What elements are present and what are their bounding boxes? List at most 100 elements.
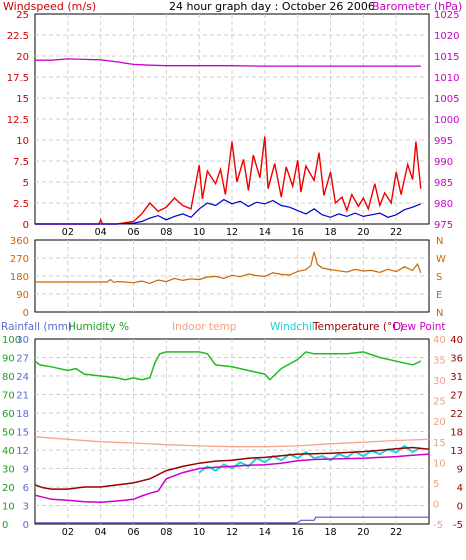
p3-x-tick-label: 22 (390, 527, 402, 538)
p3-temp-tick-label-a: 25 (433, 397, 446, 408)
p1-right-tick-label: 975 (434, 220, 453, 231)
p1-left-tick-label: 12.5 (7, 115, 29, 126)
legend-rainfall: Rainfall (mm) (1, 321, 72, 333)
p1-left-tick-label: 25 (16, 10, 29, 21)
p3-temp-tick-label-b: 18 (450, 428, 463, 439)
p3-temp-tick-label-a: 30 (433, 376, 446, 387)
p3-humidity-tick-label: 80 (2, 372, 15, 383)
legend-humidity: Humidity % (68, 321, 129, 333)
p1-x-tick-label: 02 (62, 227, 74, 238)
p3-temp-tick-label-b: 22 (450, 409, 463, 420)
p2-compass-label: S (436, 272, 442, 283)
p1-right-tick-label: 1025 (434, 10, 459, 21)
p3-temp-tick-label-a: 40 (433, 335, 446, 346)
p1-right-tick-label: 1020 (434, 31, 459, 42)
p2-left-tick-label: 180 (10, 272, 29, 283)
legend-dew-point: Dew Point (393, 321, 446, 333)
p3-temp-tick-label-b: 36 (450, 354, 463, 365)
p3-x-tick-label: 18 (324, 527, 336, 538)
p1-left-tick-label: 20 (16, 52, 29, 63)
p3-x-tick-label: 08 (160, 527, 172, 538)
p2-compass-label: N (436, 308, 443, 319)
p3-humidity-tick-label: 40 (2, 446, 15, 457)
p3-x-tick-label: 12 (226, 527, 238, 538)
p3-temp-tick-label-b: -5 (453, 520, 463, 531)
p3-humidity-tick-label: 10 (2, 502, 15, 513)
p1-x-tick-label: 10 (193, 227, 205, 238)
p1-x-tick-label: 04 (95, 227, 107, 238)
p1-left-tick-label: 0 (23, 220, 29, 231)
p3-temp-tick-label-b: 0 (457, 502, 463, 513)
p1-x-tick-label: 08 (160, 227, 172, 238)
p3-temp-tick-label-b: 27 (450, 391, 463, 402)
p3-rainfall-tick-label: 6 (23, 483, 29, 494)
p1-x-tick-label: 20 (357, 227, 369, 238)
p1-x-tick-label: 12 (226, 227, 238, 238)
p3-temp-tick-label-b: 31 (450, 372, 463, 383)
p3-x-tick-label: 20 (357, 527, 369, 538)
p2-left-tick-label: 270 (10, 254, 29, 265)
p3-humidity-tick-label: 90 (2, 354, 15, 365)
p3-humidity-tick-label: 30 (2, 465, 15, 476)
p3-rainfall-tick-label: 27 (16, 354, 29, 365)
p1-right-tick-label: 1005 (434, 94, 459, 105)
p3-rainfall-tick-label: 21 (16, 391, 29, 402)
p1-right-tick-label: 1015 (434, 52, 459, 63)
p1-right-tick-label: 1010 (434, 73, 459, 84)
p3-humidity-tick-label: 0 (2, 520, 8, 531)
p1-right-tick-label: 985 (434, 178, 453, 189)
legend-windchill: Windchill (270, 321, 318, 333)
p3-humidity-tick-label: 60 (2, 409, 15, 420)
p3-rainfall-tick-label: 12 (16, 446, 29, 457)
p3-x-tick-label: 16 (292, 527, 304, 538)
p1-left-tick-label: 17.5 (7, 73, 29, 84)
p3-humidity-tick-label: 50 (2, 428, 15, 439)
p3-temp-tick-label-b: 4 (457, 483, 463, 494)
p2-compass-label: W (436, 254, 446, 265)
p2-left-tick-label: 0 (23, 308, 29, 319)
p3-humidity-tick-label: 20 (2, 483, 15, 494)
p3-temp-tick-label-a: -5 (433, 520, 443, 531)
p1-right-tick-label: 980 (434, 199, 453, 210)
p1-x-tick-label: 16 (292, 227, 304, 238)
p3-temp-tick-label-b: 9 (457, 465, 463, 476)
p3-temp-tick-label-b: 13 (450, 446, 463, 457)
p3-rainfall-tick-label: 24 (16, 372, 29, 383)
p3-humidity-tick-label: 70 (2, 391, 15, 402)
p3-rainfall-tick-label: 3 (23, 502, 29, 513)
p1-left-tick-label: 15 (16, 94, 29, 105)
p1-x-tick-label: 22 (390, 227, 402, 238)
legend-temperature: Temperature (°C) (312, 321, 404, 333)
p3-rainfall-tick-label: 9 (23, 465, 29, 476)
p1-x-tick-label: 14 (259, 227, 271, 238)
p2-compass-label: E (436, 290, 442, 301)
p1-x-tick-label: 06 (127, 227, 139, 238)
p1-left-tick-label: 2.5 (13, 199, 29, 210)
p3-temp-tick-label-b: 40 (450, 335, 463, 346)
p1-left-tick-label: 22.5 (7, 31, 29, 42)
p3-x-tick-label: 02 (62, 527, 74, 538)
p1-right-tick-label: 995 (434, 136, 453, 147)
p3-temp-tick-label-a: 5 (433, 479, 439, 490)
legend-indoor-temp: Indoor temp (172, 321, 237, 333)
p3-x-tick-label: 14 (259, 527, 271, 538)
p3-temp-tick-label-a: 15 (433, 438, 446, 449)
p3-x-tick-label: 10 (193, 527, 205, 538)
p3-temp-tick-label-a: 20 (433, 417, 446, 428)
p2-compass-label: N (436, 236, 443, 247)
p2-left-tick-label: 360 (10, 236, 29, 247)
p3-temp-tick-label-a: 10 (433, 458, 446, 469)
p1-right-tick-label: 1000 (434, 115, 459, 126)
p3-rainfall-tick-label: 18 (16, 409, 29, 420)
p3-x-tick-label: 04 (95, 527, 107, 538)
p3-temp-tick-label-a: 35 (433, 356, 446, 367)
p2-left-tick-label: 90 (16, 290, 29, 301)
p3-temp-tick-label-a: 0 (433, 499, 439, 510)
p1-left-tick-label: 5 (23, 178, 29, 189)
p3-rainfall-tick-label: 0 (23, 520, 29, 531)
p3-rainfall-tick-label: 30 (16, 335, 29, 346)
p1-x-tick-label: 18 (324, 227, 336, 238)
p1-right-tick-label: 990 (434, 157, 453, 168)
